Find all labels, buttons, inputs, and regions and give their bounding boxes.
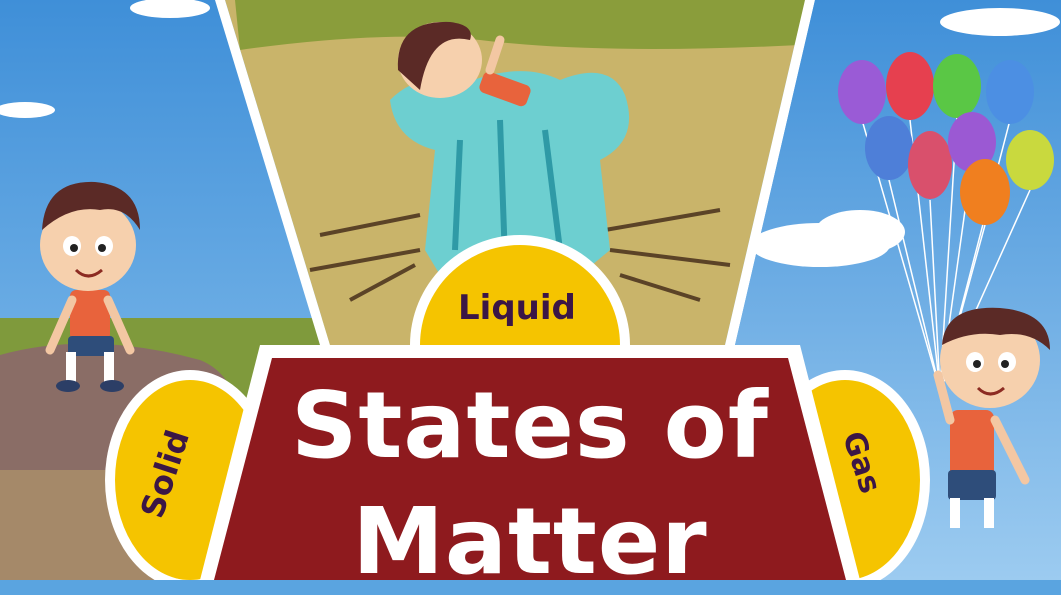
cloud <box>940 8 1060 36</box>
scene <box>0 0 1061 580</box>
cloud <box>130 0 210 18</box>
balloons <box>838 52 1054 391</box>
title-line-1: States of <box>291 372 769 479</box>
standing-boy <box>933 307 1050 528</box>
sitting-boy <box>40 181 140 392</box>
cloud <box>815 210 905 254</box>
cloud <box>0 102 55 118</box>
flying-boy <box>397 21 531 107</box>
badge-label-liquid: Liquid <box>458 288 576 328</box>
title-line-2: Matter <box>352 488 708 595</box>
title-banner <box>200 345 860 580</box>
